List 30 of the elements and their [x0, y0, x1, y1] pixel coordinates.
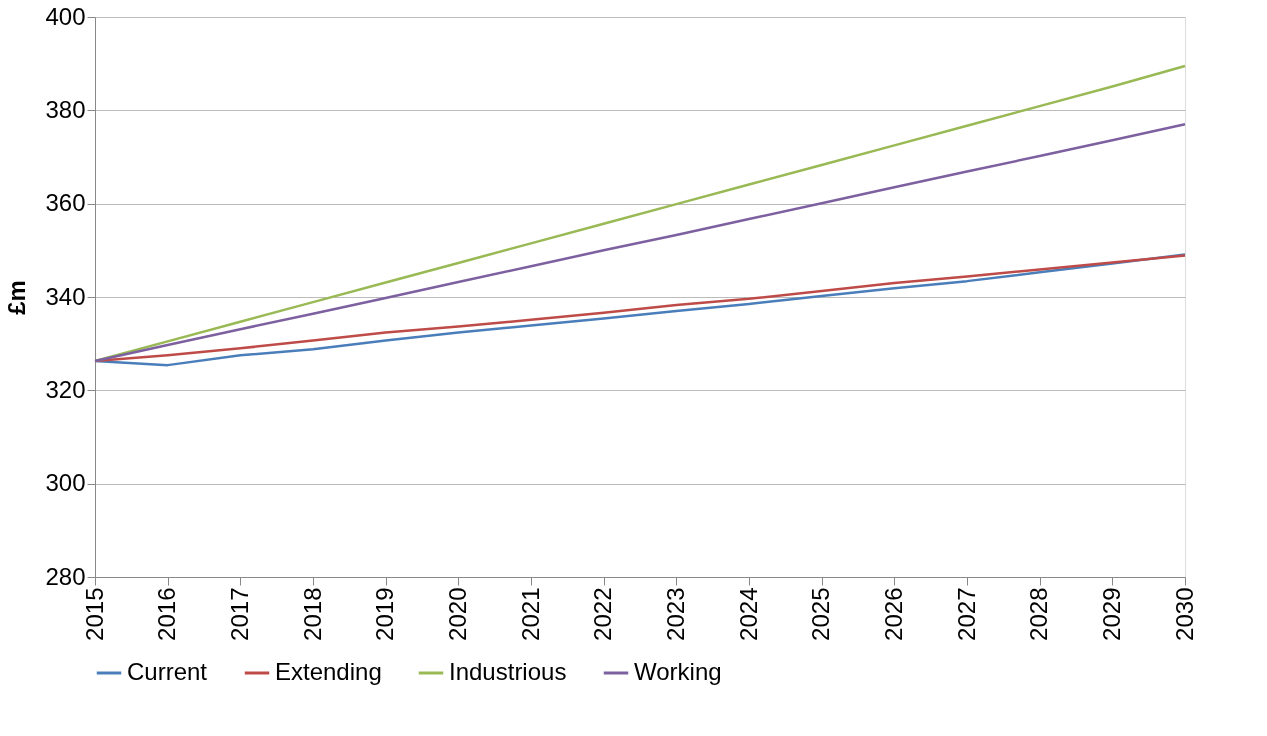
y-tick-label: 320: [45, 375, 86, 403]
x-tick-label: 2025: [807, 587, 835, 641]
legend-label: Industrious: [449, 658, 567, 685]
legend-label: Current: [127, 658, 208, 685]
y-tick-label: 300: [45, 469, 86, 497]
y-tick-label: 280: [45, 562, 86, 590]
x-tick-label: 2015: [80, 587, 108, 641]
y-tick-label: 360: [45, 189, 86, 217]
x-tick-label: 2018: [298, 587, 326, 641]
x-tick-label: 2016: [153, 587, 181, 641]
y-tick-label: 380: [45, 95, 86, 123]
x-tick-label: 2020: [443, 587, 471, 641]
x-tick-label: 2019: [371, 587, 399, 641]
x-tick-label: 2028: [1025, 587, 1053, 641]
x-tick-label: 2027: [952, 587, 980, 641]
x-tick-label: 2026: [879, 587, 907, 641]
legend-label: Extending: [275, 658, 382, 685]
x-tick-label: 2030: [1170, 587, 1198, 641]
y-tick-label: 400: [45, 2, 86, 30]
x-tick-label: 2023: [661, 587, 689, 641]
line-series: [93, 123, 1187, 363]
y-axis-title: £m: [3, 280, 31, 315]
y-tick-label: 340: [45, 282, 86, 310]
x-tick-label: 2024: [734, 587, 762, 641]
line-series: [93, 64, 1187, 363]
x-tick-label: 2021: [516, 587, 544, 641]
legend-label: Working: [634, 658, 722, 685]
x-tick-label: 2022: [589, 587, 617, 641]
x-tick-label: 2017: [225, 587, 253, 641]
x-tick-label: 2029: [1097, 587, 1125, 641]
